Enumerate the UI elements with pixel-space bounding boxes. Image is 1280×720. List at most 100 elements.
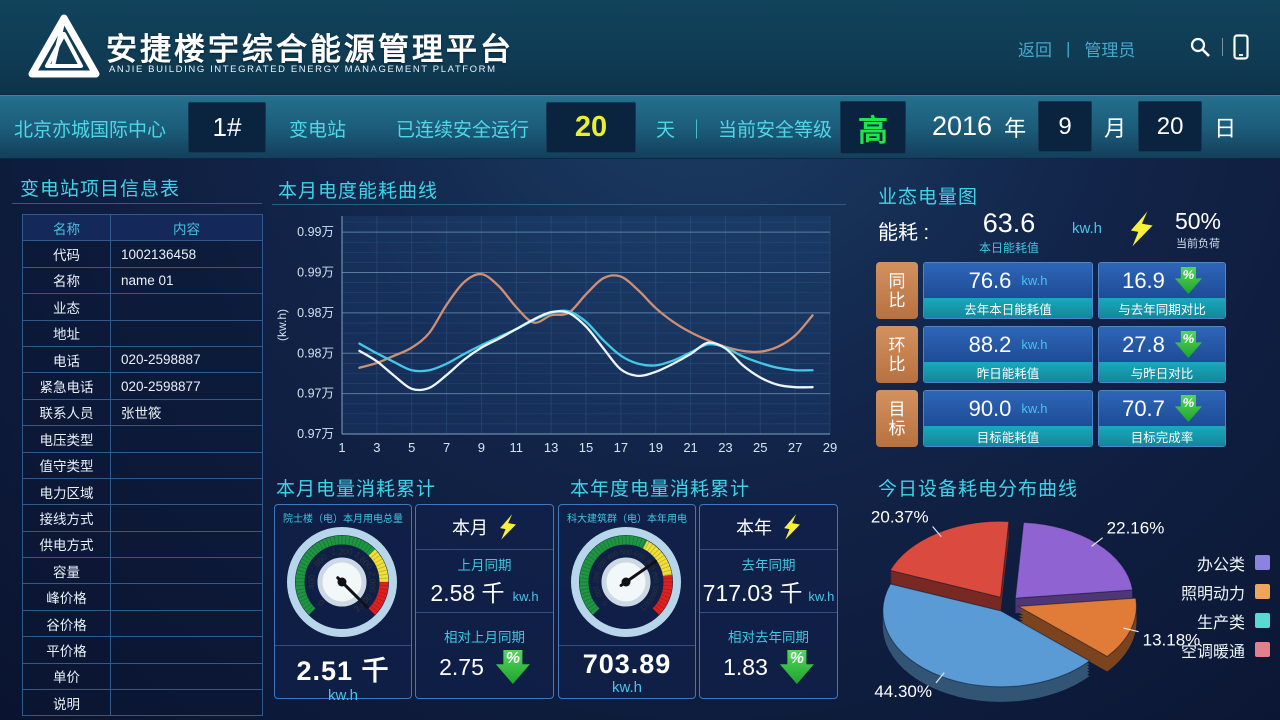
energy-summary-label: 能耗 : <box>878 222 930 244</box>
year-gauge-caption: 科大建筑群（电）本年用电 <box>567 514 687 525</box>
load-block: 50% 当前负荷 <box>1166 208 1230 251</box>
year-reading-unit: kw.h <box>611 679 642 696</box>
energy-stat-value: 90.0 <box>968 395 1012 421</box>
monthly-energy-line-chart: 1 3 5 7 9 11 13 15 17 19 21 23 25 27 290.97万0.97万0.98万… <box>275 216 837 455</box>
percent-down-arrow-icon: % <box>495 650 530 684</box>
page-title: 安捷楼宇综合能源管理平台 <box>106 32 514 67</box>
table-cell-name: 值守类型 <box>23 452 111 479</box>
energy-stat-value-caption: 昨日能耗值 <box>924 362 1092 382</box>
date-year-unit: 年 <box>1004 115 1027 141</box>
legend-swatch-icon <box>1255 555 1270 570</box>
legend-label: 生产类 <box>1196 614 1245 632</box>
year-period-label: 本年 <box>736 518 772 538</box>
station-number: 1# <box>212 112 242 142</box>
legend-item: 空调暖通 <box>1120 635 1270 664</box>
legend-item: 照明动力 <box>1120 577 1270 606</box>
energy-stat-pct-card: 16.9% 与去年同期对比 <box>1098 262 1226 319</box>
energy-stat-row: 目标 90.0 kw.h 目标能耗值 70.7% 目标完成率 <box>876 390 1226 447</box>
date-display: 2016 年 9 月 20 日 <box>932 101 1236 152</box>
year-compare-unit: kw.h <box>808 589 835 604</box>
svg-text:22.16%: 22.16% <box>1107 519 1165 538</box>
table-cell-name: 容量 <box>23 558 111 585</box>
table-cell-name: 接线方式 <box>23 505 111 532</box>
table-cell-name: 峰价格 <box>23 584 111 611</box>
station-number-box: 1# <box>188 102 266 153</box>
header-icons <box>1188 34 1249 60</box>
energy-stat-pct-caption: 与去年同期对比 <box>1099 298 1225 318</box>
header-links-divider: | <box>1066 38 1071 58</box>
user-menu[interactable]: 管理员 <box>1084 41 1136 60</box>
month-period-section: 本月 <box>416 505 553 550</box>
safety-level-label: 当前安全等级 <box>718 120 833 141</box>
table-cell-name: 名称 <box>23 267 111 295</box>
energy-stat-tag: 同比 <box>876 262 918 319</box>
year-compare-label: 去年同期 <box>741 558 796 573</box>
info-table: 名称 内容 代码 1002136458 名称 name 01 业态 地址 电话 020-25988… <box>22 214 263 717</box>
table-cell-name: 谷价格 <box>23 610 111 638</box>
energy-stat-pct: 16.9 <box>1122 267 1165 293</box>
current-load-caption: 当前负荷 <box>1176 238 1220 250</box>
svg-text:0: 0 <box>316 598 327 609</box>
table-cell-value <box>111 505 263 532</box>
svg-text:29: 29 <box>823 440 837 455</box>
svg-text:500: 500 <box>620 550 632 557</box>
year-compare-value: 717.03 千 <box>702 580 803 606</box>
svg-text:900: 900 <box>650 585 660 598</box>
table-cell-value: 张世筱 <box>111 399 263 427</box>
svg-text:19: 19 <box>648 440 662 455</box>
page-subtitle: ANJIE BUILDING INTEGRATED ENERGY MANAGEM… <box>109 64 497 75</box>
table-cell-value <box>111 558 263 585</box>
energy-stat-pct-caption: 目标完成率 <box>1099 426 1225 446</box>
month-reading-value: 2.51 千 <box>296 656 390 686</box>
energy-stat-value-card: 76.6 kw.h 去年本日能耗值 <box>923 262 1093 319</box>
table-cell-name: 电话 <box>23 346 111 374</box>
pie-legend: 办公类 照明动力 生产类 空调暖通 <box>1120 548 1270 664</box>
year-relative-section: 相对去年同期 1.83 % <box>700 613 837 697</box>
info-table-rule <box>12 203 262 204</box>
safety-level-box: 高 <box>840 101 906 154</box>
energy-stat-unit: kw.h <box>1021 401 1048 416</box>
year-gauge: 01002003004005006007008009001,000 <box>571 527 681 637</box>
table-header-name: 名称 <box>23 215 111 242</box>
energy-stat-pct-card: 27.8% 与昨日对比 <box>1098 326 1226 383</box>
svg-text:9: 9 <box>478 440 485 455</box>
svg-text:27: 27 <box>788 440 802 455</box>
svg-text:0: 0 <box>600 600 608 608</box>
table-cell-value <box>111 663 263 691</box>
legend-label: 照明动力 <box>1180 585 1245 603</box>
search-icon[interactable] <box>1188 35 1212 59</box>
table-cell-value <box>111 452 263 479</box>
energy-stat-value-card: 88.2 kw.h 昨日能耗值 <box>923 326 1093 383</box>
date-day-unit: 日 <box>1214 115 1237 141</box>
svg-text:100: 100 <box>591 585 601 598</box>
energy-stat-value: 76.6 <box>968 267 1012 293</box>
table-cell-name: 电力区域 <box>23 478 111 506</box>
svg-text:44.30%: 44.30% <box>874 682 932 701</box>
svg-text:20.37%: 20.37% <box>871 508 929 527</box>
year-relative-value: 1.83 <box>723 653 768 680</box>
table-cell-name: 地址 <box>23 320 111 347</box>
month-period-label: 本月 <box>452 518 488 538</box>
energy-today-caption: 本日能耗值 <box>978 241 1039 255</box>
table-cell-value <box>111 294 263 321</box>
table-cell-value <box>111 426 263 453</box>
safe-run-label: 已连续安全运行 <box>396 120 530 141</box>
back-button[interactable]: 返回 <box>1018 41 1052 60</box>
line-chart-title: 本月电度能耗曲线 <box>278 181 439 202</box>
svg-text:0.97万: 0.97万 <box>297 387 334 401</box>
svg-text:0.99万: 0.99万 <box>297 225 334 239</box>
energy-stat-pct: 27.8 <box>1122 331 1165 357</box>
percent-down-arrow-icon: % <box>1174 331 1202 358</box>
month-reading: 2.51 千 kw.h <box>275 645 411 704</box>
legend-item: 生产类 <box>1120 606 1270 635</box>
table-cell-value: name 01 <box>111 267 263 295</box>
table-cell-name: 平价格 <box>23 637 111 664</box>
table-cell-name: 供电方式 <box>23 531 111 559</box>
company-logo-icon <box>28 14 100 78</box>
mobile-phone-icon[interactable] <box>1233 34 1249 60</box>
percent-down-arrow-icon: % <box>779 650 814 684</box>
table-cell-name: 业态 <box>23 294 111 321</box>
table-cell-value: 020-2598877 <box>111 373 263 400</box>
lightning-icon <box>784 514 800 540</box>
month-gauge-caption: 院士楼（电）本月用电总量 <box>283 514 403 525</box>
